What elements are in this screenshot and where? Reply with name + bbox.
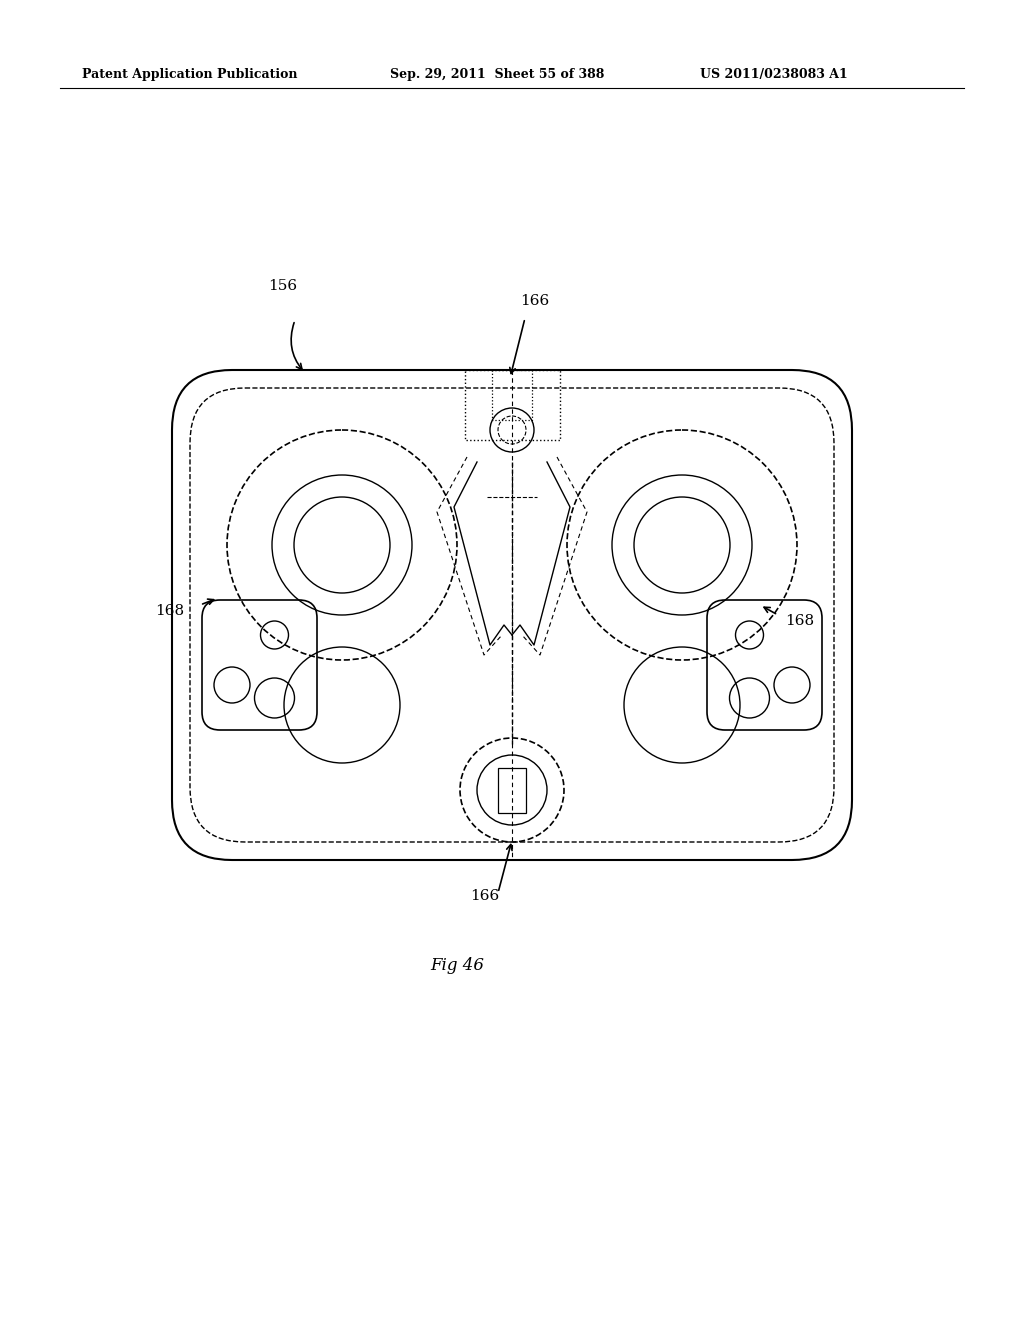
Text: US 2011/0238083 A1: US 2011/0238083 A1	[700, 69, 848, 81]
Text: 156: 156	[268, 279, 297, 293]
Text: 166: 166	[470, 888, 500, 903]
Text: 168: 168	[155, 605, 184, 618]
Text: Fig 46: Fig 46	[430, 957, 484, 974]
Bar	[498, 767, 526, 813]
Text: 168: 168	[785, 614, 814, 628]
Bar	[465, 370, 559, 440]
Text: 166: 166	[520, 294, 549, 308]
Text: Patent Application Publication: Patent Application Publication	[82, 69, 298, 81]
Bar	[492, 370, 532, 420]
Text: Sep. 29, 2011  Sheet 55 of 388: Sep. 29, 2011 Sheet 55 of 388	[390, 69, 604, 81]
